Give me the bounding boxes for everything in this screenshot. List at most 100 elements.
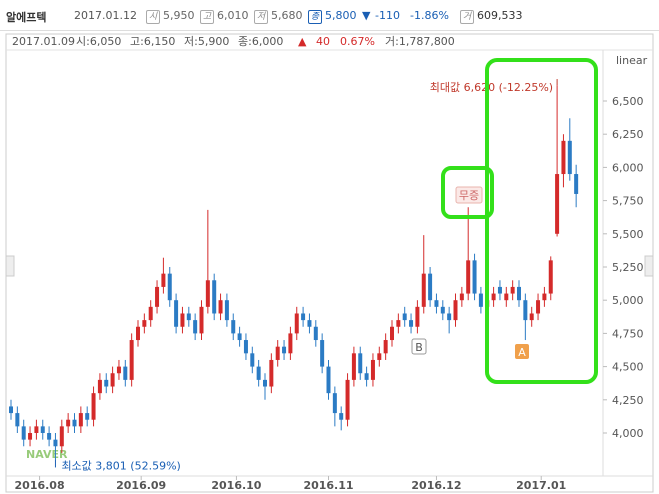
candle-body: [275, 346, 280, 360]
candle-body: [116, 366, 121, 374]
stat-icon: 고: [200, 10, 214, 24]
candle-body: [453, 300, 458, 321]
highlight-box: [441, 166, 494, 219]
candle-body: [377, 353, 382, 360]
candle-body: [180, 313, 185, 327]
y-tick-label: 4,750: [612, 327, 644, 340]
badge: 무증: [459, 189, 479, 202]
candle-body: [104, 379, 109, 387]
info-change: 40: [316, 35, 330, 48]
candle-body: [66, 419, 71, 427]
candle-body: [351, 353, 356, 380]
candle-body: [421, 273, 426, 307]
candle-body: [542, 293, 547, 301]
candle-body: [440, 306, 445, 314]
candle-body: [364, 373, 369, 380]
candle-body: [574, 174, 579, 194]
candle-body: [231, 320, 236, 334]
candle-body: [110, 373, 115, 387]
chart-frame: [5, 33, 654, 493]
candle-body: [288, 333, 293, 354]
candle-body: [434, 300, 439, 307]
candle-body: [28, 433, 33, 440]
badge-box: [411, 338, 427, 355]
y-tick-label: 6,500: [612, 95, 644, 108]
x-tick-label: 2016.10: [211, 479, 261, 492]
stat-icon: 종: [308, 10, 322, 24]
change-pct: -1.86%: [410, 9, 449, 22]
candle-body: [263, 379, 267, 387]
candle-body: [523, 300, 528, 321]
candle-body: [256, 366, 261, 380]
info-change-pct: 0.67%: [340, 35, 375, 48]
candle-body: [294, 313, 299, 334]
volume: 거 609,533: [460, 9, 523, 24]
candle-body: [517, 286, 521, 301]
candle-body: [320, 340, 325, 367]
candle-body: [186, 313, 191, 321]
candle-body: [326, 366, 331, 394]
info-item: 저:5,900: [184, 35, 229, 48]
candle-body: [224, 300, 229, 321]
candle-body: [193, 320, 198, 334]
badge-box: [455, 186, 483, 204]
candle-body: [91, 393, 96, 420]
side-tab[interactable]: [5, 255, 15, 277]
header-bar: 알에프텍 2017.01.12 시 5,950 고 6,010 저 5,680 종 5,…: [0, 0, 659, 31]
candle-body: [339, 413, 344, 420]
candle-body: [536, 300, 541, 314]
watermark: NAVER: [26, 448, 68, 461]
info-item: 종:6,000: [238, 35, 283, 48]
candle-body: [21, 426, 26, 440]
y-tick-label: 5,750: [612, 195, 644, 208]
side-tab[interactable]: [644, 255, 654, 277]
chart: 2017.01.09 시:6,050 고:6,150 저:5,900 종:6,0…: [5, 33, 654, 493]
candle-body: [243, 340, 248, 354]
candle-body: [491, 293, 496, 301]
candle-body: [34, 426, 39, 433]
change: -110: [375, 9, 400, 22]
volume-icon: 거: [460, 10, 474, 24]
candle-body: [15, 413, 20, 427]
candle-body: [402, 313, 407, 321]
candle-body: [428, 273, 433, 301]
candle-body: [548, 260, 553, 294]
candle-body: [161, 273, 166, 287]
min-label: 최소값 3,801 (52.59%): [61, 459, 180, 472]
candle-body: [390, 326, 394, 341]
candle-body: [415, 306, 420, 327]
y-tick-label: 4,500: [612, 361, 644, 374]
y-tick-label: 5,500: [612, 228, 644, 241]
candle-body: [53, 439, 58, 447]
candle-body: [40, 426, 45, 433]
stat: 고 6,010: [200, 9, 249, 24]
y-tick-label: 4,250: [612, 394, 644, 407]
candle-body: [129, 340, 134, 380]
stat-value: 5,800: [325, 9, 357, 22]
candle-body: [237, 333, 242, 341]
y-tick-label: 6,250: [612, 128, 644, 141]
candle-body: [136, 326, 140, 341]
candle-body: [212, 280, 217, 314]
candle-body: [313, 326, 318, 341]
candle-body: [307, 320, 312, 327]
candle-body: [218, 300, 223, 314]
candle-body: [282, 346, 287, 354]
change-arrow: ▼: [362, 9, 371, 22]
y-tick-label: 4,000: [612, 427, 644, 440]
candle-body: [9, 406, 13, 414]
stat-value: 5,680: [271, 9, 303, 22]
scale-label: linear: [616, 54, 648, 67]
volume-value: 609,533: [477, 9, 523, 22]
candle-body: [174, 300, 179, 327]
info-date: 2017.01.09: [12, 35, 75, 48]
stat-value: 5,950: [163, 9, 195, 22]
stat: 시 5,950: [146, 9, 195, 24]
candle-body: [269, 359, 274, 387]
candle-body: [396, 320, 401, 327]
max-label: 최대값 6,620 (-12.25%): [430, 81, 553, 94]
candle-body: [529, 313, 534, 321]
candle-body: [504, 293, 509, 301]
stat: 저 5,680: [254, 9, 303, 24]
